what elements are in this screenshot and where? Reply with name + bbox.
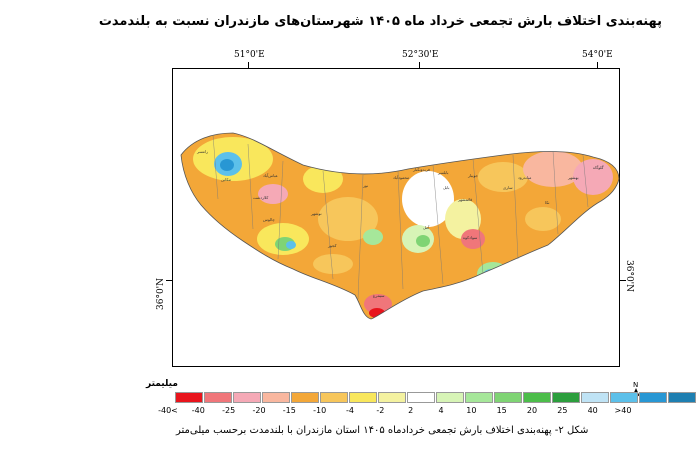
svg-text:N: N xyxy=(633,381,638,389)
legend-swatch xyxy=(552,392,580,403)
legend-swatch xyxy=(407,392,435,403)
county-label: میاندرود xyxy=(518,175,531,180)
map-frame: رامسر تنکابن عباس‌آباد کلاردشت چالوس نوش… xyxy=(172,68,620,367)
county-label: محمودآباد xyxy=(393,175,409,180)
legend-label: 2 xyxy=(408,406,414,415)
legend-label: >40 xyxy=(614,406,632,415)
county-label: نکا xyxy=(545,200,550,205)
county-label: بهشهر xyxy=(567,175,579,180)
legend-swatch xyxy=(175,392,203,403)
left-tick-label: 36°0'N xyxy=(156,277,166,310)
legend-label: -20 xyxy=(252,406,266,415)
top-tick-label-2: 52°30'E xyxy=(402,50,439,60)
legend-label: -15 xyxy=(282,406,296,415)
province-outline xyxy=(180,132,620,320)
legend-labels: -40< -40 -25 -20 -15 -10 -4 -2 2 4 10 15 20 25 40 >40 xyxy=(158,406,632,418)
legend-label: 20 xyxy=(526,406,538,415)
county-label: قائمشهر xyxy=(457,197,472,202)
legend-label: -40< xyxy=(158,406,178,415)
county-label: بابلسر xyxy=(437,170,449,175)
legend-label: -2 xyxy=(376,406,385,415)
right-tick xyxy=(620,280,626,281)
county-label: عباس‌آباد xyxy=(263,173,278,178)
legend-label: 15 xyxy=(496,406,507,415)
top-tick-label-3: 54°0'E xyxy=(582,50,613,60)
top-tick-3 xyxy=(597,62,598,68)
province-map: رامسر تنکابن عباس‌آباد کلاردشت چالوس نوش… xyxy=(180,132,620,320)
county-label: جویبار xyxy=(467,173,479,178)
legend-swatch xyxy=(320,392,348,403)
legend-swatch xyxy=(523,392,551,403)
right-tick-label: 36°0'N xyxy=(624,260,634,293)
county-borders xyxy=(212,134,589,300)
legend-swatch xyxy=(291,392,319,403)
legend-swatch xyxy=(204,392,232,403)
legend-swatch xyxy=(581,392,609,403)
top-tick-label-1: 51°0'E xyxy=(234,50,265,60)
legend-swatch xyxy=(668,392,696,403)
legend-label: 10 xyxy=(466,406,477,415)
legend-label: -40 xyxy=(191,406,205,415)
county-label: نوشهر xyxy=(310,211,322,216)
legend-swatch xyxy=(494,392,522,403)
figure-caption: شکل ۲- پهنه‌بندی اختلاف بارش تجمعی خرداد… xyxy=(176,425,589,436)
legend-swatch xyxy=(465,392,493,403)
top-tick-2 xyxy=(419,62,420,68)
county-label: بابل xyxy=(443,185,449,190)
county-label: گلوگاه xyxy=(593,165,604,170)
county-label: تنکابن xyxy=(221,177,231,182)
legend-label: 40 xyxy=(587,406,598,415)
county-label: کلاردشت xyxy=(253,195,268,200)
legend-label: 4 xyxy=(438,406,444,415)
county-labels: رامسر تنکابن عباس‌آباد کلاردشت چالوس نوش… xyxy=(196,149,604,298)
county-label: سیمرغ xyxy=(373,293,385,298)
legend-color-bar xyxy=(175,392,697,403)
county-label: آمل xyxy=(423,225,430,230)
legend-swatch xyxy=(610,392,638,403)
legend-unit: میلیمتر xyxy=(146,379,178,389)
precip-zones xyxy=(181,133,619,319)
legend-swatch xyxy=(262,392,290,403)
legend-swatch xyxy=(349,392,377,403)
legend-label: 25 xyxy=(557,406,568,415)
county-label: فریدونکنار xyxy=(412,167,430,172)
county-label: کجور xyxy=(327,243,337,248)
county-label: ساری xyxy=(503,185,513,190)
legend-label: -25 xyxy=(222,406,236,415)
county-label: چالوس xyxy=(263,217,275,222)
county-label: رامسر xyxy=(196,149,208,154)
legend-swatch xyxy=(233,392,261,403)
left-tick xyxy=(166,280,172,281)
county-label: سوادکوه xyxy=(463,235,478,240)
legend-swatch xyxy=(436,392,464,403)
top-tick-1 xyxy=(248,62,249,68)
county-label: نور xyxy=(362,183,368,188)
legend-label: -4 xyxy=(346,406,354,415)
legend-swatch xyxy=(639,392,667,403)
legend-label: -10 xyxy=(313,406,327,415)
legend-swatch xyxy=(378,392,406,403)
map-title: پهنه‌بندی اختلاف بارش تجمعی خرداد ماه ۱۴… xyxy=(98,14,662,29)
